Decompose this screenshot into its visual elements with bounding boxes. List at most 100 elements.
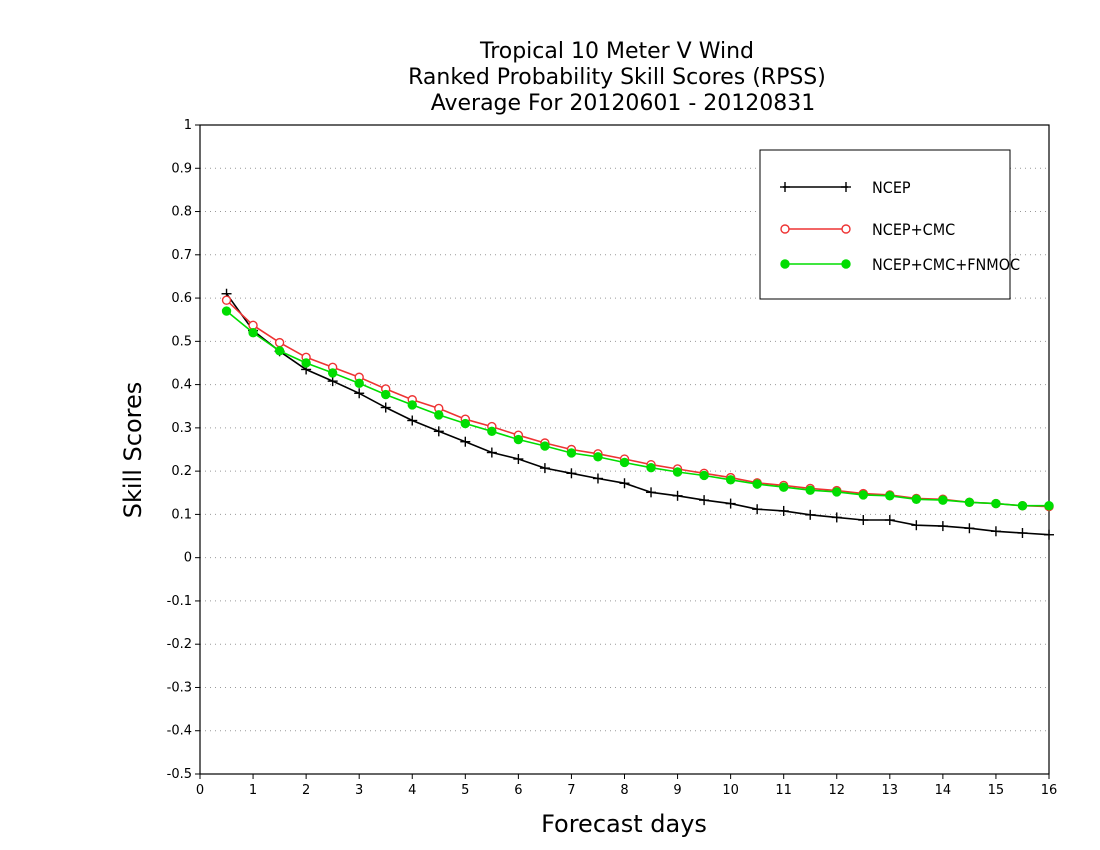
- legend-label: NCEP: [872, 178, 911, 197]
- legend-item-ncep-cmc: NCEP+CMC: [780, 220, 955, 239]
- data-point-ncep: [858, 515, 869, 526]
- x-tick-label: 7: [567, 783, 575, 798]
- data-point-ncep-cmc-fnmoc: [593, 452, 603, 462]
- data-point-ncep-cmc-fnmoc: [513, 434, 524, 445]
- data-point-ncep-cmc-fnmoc: [858, 490, 868, 500]
- data-point-ncep-cmc-fnmoc: [725, 475, 736, 485]
- x-tick-label: 15: [988, 783, 1005, 798]
- data-point-ncep-cmc-fnmoc: [301, 358, 311, 368]
- data-point-ncep-cmc-fnmoc: [1017, 501, 1028, 511]
- data-point-ncep-cmc-fnmoc: [381, 389, 391, 400]
- data-point-ncep-cmc-fnmoc: [832, 487, 842, 497]
- data-point-ncep: [592, 473, 603, 484]
- data-point-ncep-cmc-fnmoc: [327, 368, 338, 378]
- data-point-ncep: [672, 490, 683, 501]
- data-point-ncep: [566, 468, 577, 479]
- x-tick-label: 14: [935, 783, 952, 798]
- series-ncep-cmc-fnmoc: [221, 306, 1054, 511]
- legend-item-ncep-cmc-fnmoc: NCEP+CMC+FNMOC: [780, 255, 1020, 274]
- y-tick-label: 0.2: [171, 464, 192, 479]
- chart-title-line-2: Ranked Probability Skill Scores (RPSS): [408, 65, 826, 90]
- y-tick-label: 0.1: [171, 507, 192, 522]
- axis-ticks: -0.5 -0.4 -0.3 -0.2 -0.1 0 0.1 0.2 0.3 0.4 0.5 0.6 0…: [167, 118, 1058, 798]
- x-tick-label: 12: [828, 783, 845, 798]
- data-point-ncep: [778, 505, 789, 516]
- legend-marker: [841, 259, 851, 269]
- legend-marker: [780, 182, 790, 192]
- data-point-ncep-cmc-fnmoc: [752, 479, 762, 489]
- data-point-ncep-cmc-fnmoc: [672, 467, 683, 477]
- y-tick-label: -0.3: [167, 680, 192, 695]
- legend-label: NCEP+CMC: [872, 220, 955, 239]
- data-point-ncep: [460, 436, 471, 447]
- data-point-ncep: [407, 415, 418, 426]
- y-tick-label: 0.5: [171, 334, 192, 349]
- y-tick-label: -0.4: [167, 724, 192, 739]
- x-tick-label: 3: [355, 783, 363, 798]
- data-point-ncep-cmc-fnmoc: [460, 418, 471, 429]
- data-point-ncep-cmc-fnmoc: [407, 400, 417, 410]
- x-tick-label: 1: [249, 783, 257, 798]
- data-point-ncep: [619, 478, 630, 489]
- y-tick-label: 0.4: [171, 378, 192, 393]
- x-axis-label: Forecast days: [541, 810, 707, 838]
- data-point-ncep-cmc-fnmoc: [778, 482, 789, 492]
- y-tick-label: 1: [184, 118, 192, 133]
- y-tick-label: 0: [184, 551, 192, 566]
- x-tick-label: 2: [302, 783, 310, 798]
- data-point-ncep: [964, 523, 975, 534]
- legend-label: NCEP+CMC+FNMOC: [872, 255, 1020, 274]
- data-point-ncep: [486, 447, 497, 458]
- x-tick-label: 13: [882, 783, 899, 798]
- data-point-ncep: [1017, 528, 1028, 539]
- data-point-ncep-cmc-fnmoc: [566, 448, 577, 458]
- data-point-ncep-cmc-fnmoc: [938, 495, 948, 505]
- y-tick-label: 0.3: [171, 421, 192, 436]
- y-tick-label: 0.8: [171, 205, 192, 220]
- data-point-ncep-cmc-fnmoc: [619, 457, 630, 468]
- data-point-ncep: [699, 495, 710, 506]
- data-point-ncep-cmc-fnmoc: [911, 494, 922, 504]
- chart-title: Tropical 10 Meter V Wind Ranked Probabil…: [408, 39, 826, 116]
- data-point-ncep: [354, 388, 365, 399]
- chart-title-line-3: Average For 20120601 - 20120831: [431, 91, 816, 116]
- x-tick-label: 8: [620, 783, 628, 798]
- data-point-ncep: [884, 515, 895, 526]
- data-point-ncep-cmc-fnmoc: [274, 346, 285, 356]
- data-point-ncep-cmc: [274, 337, 285, 348]
- series-ncep: [221, 288, 1054, 540]
- chart-title-line-1: Tropical 10 Meter V Wind: [479, 39, 754, 64]
- data-point-ncep-cmc-fnmoc: [354, 378, 364, 389]
- data-point-ncep: [380, 402, 391, 413]
- data-point-ncep: [1044, 529, 1054, 540]
- x-tick-label: 5: [461, 783, 469, 798]
- data-point-ncep-cmc-fnmoc: [248, 327, 258, 338]
- x-tick-label: 4: [408, 783, 416, 798]
- y-tick-label: -0.5: [167, 767, 192, 782]
- data-point-ncep: [831, 512, 842, 523]
- y-tick-label: 0.7: [171, 248, 192, 263]
- legend: NCEP NCEP+CMC NCEP+CMC+FNMOC: [759, 149, 1020, 300]
- legend-marker: [841, 224, 851, 234]
- data-point-ncep-cmc-fnmoc: [487, 426, 497, 437]
- data-point-ncep-cmc-fnmoc: [434, 410, 444, 420]
- legend-marker: [841, 182, 851, 192]
- y-tick-label: -0.2: [167, 637, 192, 652]
- data-point-ncep-cmc-fnmoc: [1044, 501, 1054, 511]
- data-point-ncep: [725, 498, 736, 509]
- data-point-ncep-cmc: [221, 295, 232, 305]
- legend-item-ncep: NCEP: [780, 178, 911, 197]
- data-point-ncep-cmc-fnmoc: [699, 470, 709, 481]
- data-point-ncep: [805, 509, 816, 520]
- data-point-ncep: [937, 521, 948, 532]
- legend-box: [759, 149, 1011, 300]
- data-point-ncep: [990, 526, 1001, 537]
- data-point-ncep: [327, 376, 338, 387]
- data-point-ncep: [646, 487, 657, 498]
- data-point-ncep-cmc-fnmoc: [991, 498, 1001, 509]
- y-tick-label: 0.9: [171, 161, 192, 176]
- series-line-ncep: [225, 293, 1050, 536]
- x-tick-label: 11: [775, 783, 792, 798]
- data-point-ncep-cmc-fnmoc: [540, 441, 550, 451]
- data-point-ncep-cmc-fnmoc: [221, 306, 232, 316]
